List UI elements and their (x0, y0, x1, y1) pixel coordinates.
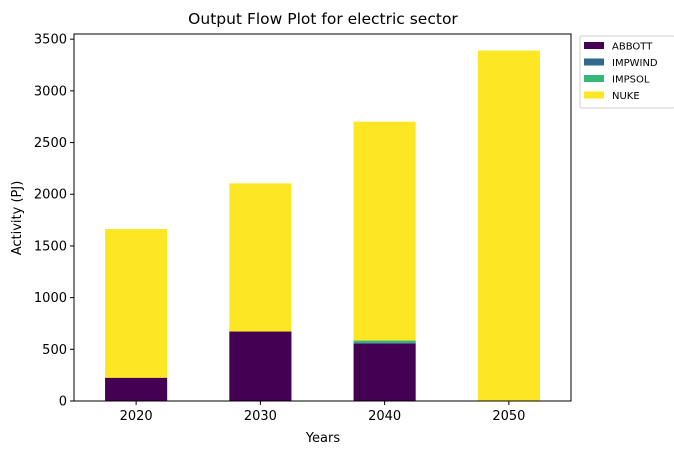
y-tick-label: 2000 (34, 188, 67, 203)
bar-nuke-2030 (229, 183, 292, 332)
x-tick-label: 2030 (244, 409, 277, 424)
x-axis: 2020 2030 2040 2050 (120, 401, 525, 424)
axes-frame (73, 33, 572, 402)
legend-swatch-nuke (584, 91, 604, 99)
y-tick-label: 500 (42, 343, 67, 358)
y-tick-label: 2500 (34, 136, 67, 151)
bar-abbott-2040 (353, 343, 416, 401)
y-tick-label: 3000 (34, 84, 67, 99)
bar-nuke-2020 (105, 229, 168, 378)
bar-abbott-2030 (229, 331, 292, 401)
legend-label-nuke: NUKE (612, 91, 640, 102)
y-tick-label: 1000 (34, 291, 67, 306)
bar-abbott-2020 (105, 377, 168, 401)
legend-label-impsol: IMPSOL (612, 75, 650, 86)
x-tick-label: 2050 (492, 409, 525, 424)
bar-impwind-2040 (353, 342, 416, 344)
bar-impsol-2040 (353, 340, 416, 343)
y-tick-label: 3500 (34, 33, 67, 48)
x-tick-label: 2040 (368, 409, 401, 424)
y-tick-label: 0 (59, 395, 67, 410)
legend-frame (579, 35, 674, 109)
plot-area (73, 33, 572, 402)
y-tick-label: 1500 (34, 239, 67, 254)
y-axis: 0 500 1000 1500 2000 2500 3000 3500 (34, 33, 74, 410)
legend-swatch-abbott (584, 42, 604, 49)
legend-label-impwind: IMPWIND (612, 58, 658, 69)
bar-nuke-2040 (353, 121, 416, 341)
legend-swatch-impwind (584, 58, 604, 66)
y-axis-label: Activity (PJ) (10, 181, 25, 256)
legend: ABBOTT IMPWIND IMPSOL NUKE (579, 35, 674, 109)
x-axis-label: Years (305, 431, 341, 446)
bar-nuke-2050 (477, 50, 540, 402)
legend-label-abbott: ABBOTT (612, 42, 653, 53)
x-tick-label: 2020 (120, 409, 153, 424)
legend-swatch-impsol (584, 75, 604, 82)
chart-title: Output Flow Plot for electric sector (188, 10, 458, 28)
